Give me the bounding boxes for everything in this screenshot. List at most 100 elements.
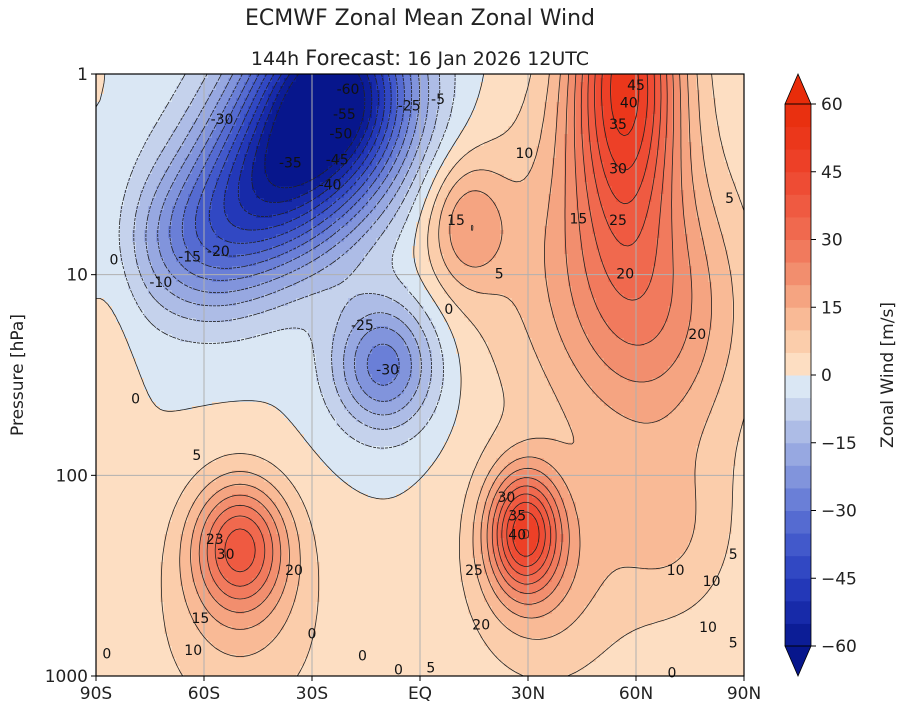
field-cell xyxy=(96,86,101,91)
field-cell xyxy=(596,122,601,127)
field-cell xyxy=(528,90,533,95)
field-cell xyxy=(612,86,617,91)
field-cell xyxy=(580,170,585,175)
field-cell xyxy=(108,126,113,131)
field-cell xyxy=(628,154,633,159)
field-cell xyxy=(484,178,489,183)
field-cell xyxy=(644,150,649,155)
field-cell xyxy=(668,94,673,99)
field-cell xyxy=(288,174,293,179)
field-cell xyxy=(648,94,653,99)
field-cell xyxy=(616,190,621,195)
field-cell xyxy=(120,114,125,119)
field-cell xyxy=(540,82,545,87)
field-cell xyxy=(172,150,177,155)
field-cell xyxy=(148,182,153,187)
field-cell xyxy=(564,74,569,79)
field-cell xyxy=(500,182,505,187)
field-cell xyxy=(124,166,129,171)
field-cell xyxy=(296,78,301,83)
field-cell xyxy=(564,190,569,195)
field-cell xyxy=(152,118,157,123)
field-cell xyxy=(560,82,565,87)
field-cell xyxy=(400,174,405,179)
field-cell xyxy=(508,82,513,87)
field-cell xyxy=(100,170,105,175)
field-cell xyxy=(160,126,165,131)
field-cell xyxy=(120,106,125,111)
field-cell xyxy=(644,106,649,111)
field-cell xyxy=(516,166,521,171)
field-cell xyxy=(124,138,129,143)
field-cell xyxy=(664,110,669,115)
field-cell xyxy=(480,114,485,119)
field-cell xyxy=(312,94,317,99)
field-cell xyxy=(280,186,285,191)
field-cell xyxy=(728,130,733,135)
field-cell xyxy=(184,190,189,195)
field-cell xyxy=(540,158,545,163)
field-cell xyxy=(724,146,729,151)
field-cell xyxy=(108,190,113,195)
field-cell xyxy=(660,158,665,163)
field-cell xyxy=(628,134,633,139)
field-cell xyxy=(424,90,429,95)
field-cell xyxy=(728,122,733,127)
field-cell xyxy=(452,118,457,123)
field-cell xyxy=(480,154,485,159)
field-cell xyxy=(112,194,117,199)
field-cell xyxy=(520,94,525,99)
field-cell xyxy=(620,142,625,147)
field-cell xyxy=(392,102,397,107)
field-cell xyxy=(260,162,265,167)
field-cell xyxy=(568,118,573,123)
field-cell xyxy=(324,94,329,99)
field-cell xyxy=(492,126,497,131)
field-cell xyxy=(268,102,273,107)
field-cell xyxy=(316,94,321,99)
field-cell xyxy=(120,178,125,183)
field-cell xyxy=(316,126,321,131)
field-cell xyxy=(280,182,285,187)
field-cell xyxy=(676,94,681,99)
field-cell xyxy=(656,90,661,95)
field-cell xyxy=(484,182,489,187)
field-cell xyxy=(364,118,369,123)
field-cell xyxy=(604,190,609,195)
field-cell xyxy=(132,122,137,127)
field-cell xyxy=(128,110,133,115)
field-cell xyxy=(388,78,393,83)
field-cell xyxy=(404,74,409,79)
field-cell xyxy=(652,114,657,119)
field-cell xyxy=(548,162,553,167)
field-cell xyxy=(328,78,333,83)
field-cell xyxy=(600,174,605,179)
field-cell xyxy=(444,114,449,119)
field-cell xyxy=(668,134,673,139)
field-cell xyxy=(468,134,473,139)
field-cell xyxy=(184,166,189,171)
field-cell xyxy=(528,86,533,91)
field-cell xyxy=(556,182,561,187)
field-cell xyxy=(264,134,269,139)
field-cell xyxy=(644,186,649,191)
field-cell xyxy=(124,122,129,127)
field-cell xyxy=(312,150,317,155)
field-cell xyxy=(432,134,437,139)
field-cell xyxy=(648,170,653,175)
field-cell xyxy=(424,138,429,143)
field-cell xyxy=(488,162,493,167)
field-cell xyxy=(260,194,265,199)
field-cell xyxy=(708,82,713,87)
field-cell xyxy=(464,182,469,187)
field-cell xyxy=(444,82,449,87)
field-cell xyxy=(292,118,297,123)
field-cell xyxy=(480,126,485,131)
field-cell xyxy=(356,150,361,155)
field-cell xyxy=(728,154,733,159)
field-cell xyxy=(712,174,717,179)
field-cell xyxy=(144,154,149,159)
field-cell xyxy=(476,134,481,139)
field-cell xyxy=(212,98,217,103)
field-cell xyxy=(688,158,693,163)
